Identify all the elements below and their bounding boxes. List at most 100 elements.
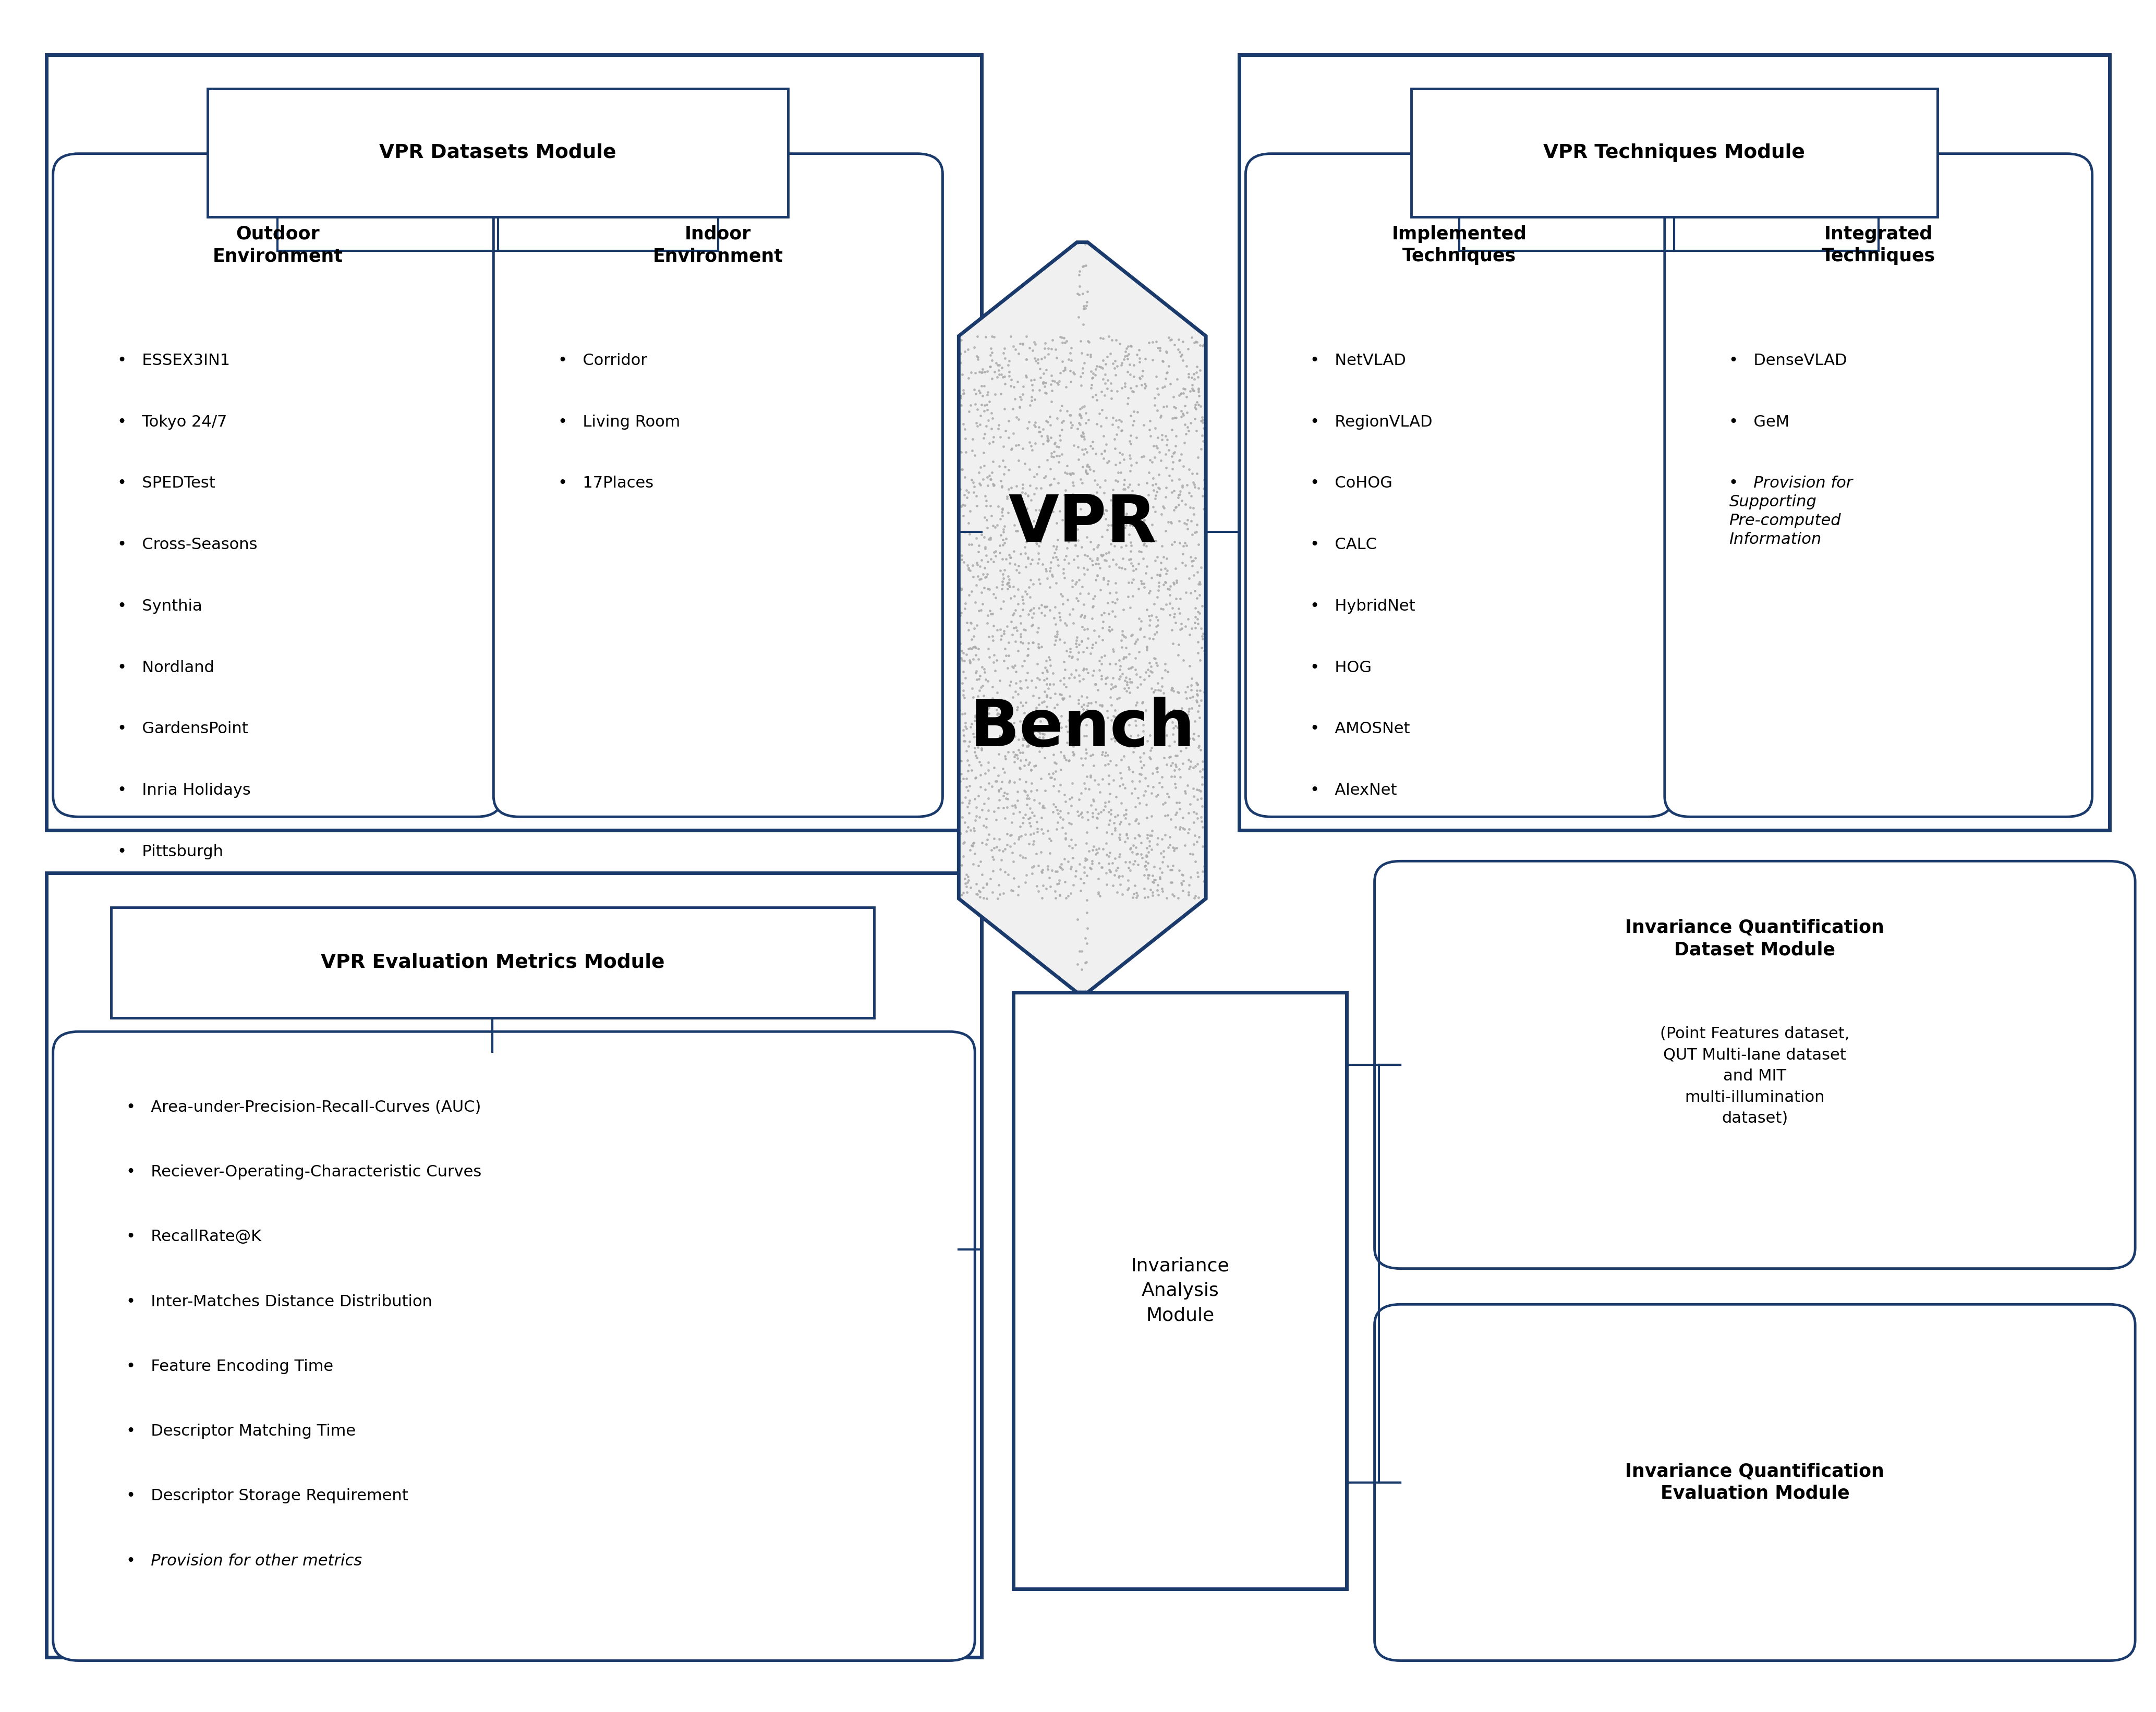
Point <box>1020 461 1054 488</box>
Point <box>1048 656 1082 683</box>
Point <box>1138 613 1173 640</box>
Point <box>1059 633 1093 661</box>
Point <box>942 349 977 377</box>
Point <box>985 570 1020 597</box>
Point <box>1076 835 1110 863</box>
Point <box>1065 627 1100 654</box>
Point <box>975 842 1009 870</box>
Point <box>1022 418 1056 445</box>
Point <box>1054 334 1089 361</box>
Point <box>1136 861 1171 889</box>
Point <box>979 584 1013 611</box>
Point <box>996 738 1031 765</box>
Point <box>966 382 1000 409</box>
Point <box>1128 346 1162 373</box>
Point <box>968 503 1003 531</box>
Point <box>968 358 1003 385</box>
Point <box>1141 676 1175 704</box>
Point <box>1039 750 1074 777</box>
Point <box>1018 753 1052 781</box>
Point <box>1102 863 1136 890</box>
Point <box>1031 657 1065 685</box>
Point <box>994 373 1028 401</box>
Point <box>1125 358 1160 385</box>
Point <box>977 798 1011 825</box>
Point <box>1076 847 1110 875</box>
Point <box>1093 370 1128 397</box>
Point <box>1009 577 1044 604</box>
Point <box>1166 452 1201 479</box>
Point <box>1123 608 1158 635</box>
Point <box>1158 423 1192 450</box>
Point <box>964 360 998 387</box>
Point <box>1080 839 1115 866</box>
Point <box>1037 712 1072 740</box>
Point <box>1046 685 1080 712</box>
Point <box>955 675 990 702</box>
Point <box>998 336 1033 363</box>
Point <box>981 825 1015 853</box>
Point <box>1119 628 1153 656</box>
Point <box>1018 594 1052 621</box>
Point <box>1134 745 1169 772</box>
Point <box>1095 597 1130 625</box>
Point <box>972 526 1007 553</box>
Point <box>996 709 1031 736</box>
Point <box>1156 678 1190 705</box>
Point <box>1078 382 1112 409</box>
Point <box>979 514 1013 541</box>
Point <box>946 829 981 856</box>
Point <box>1003 394 1037 421</box>
Point <box>1076 752 1110 779</box>
Point <box>1100 520 1134 548</box>
Point <box>1046 348 1080 375</box>
Point <box>1112 445 1147 473</box>
Point <box>1065 693 1100 721</box>
Point <box>1022 633 1056 661</box>
Point <box>1164 615 1199 642</box>
Point <box>1052 786 1087 813</box>
Point <box>1108 774 1143 801</box>
Point <box>970 784 1005 811</box>
Point <box>1031 484 1065 512</box>
Point <box>992 769 1026 796</box>
Point <box>1084 666 1119 693</box>
Point <box>1069 461 1104 488</box>
FancyBboxPatch shape <box>54 1032 975 1661</box>
Point <box>1177 594 1212 621</box>
Point <box>1108 847 1143 875</box>
Point <box>985 363 1020 390</box>
Point <box>1149 423 1184 450</box>
Point <box>1110 654 1145 681</box>
Point <box>1061 801 1095 829</box>
Point <box>962 469 996 496</box>
Point <box>1156 882 1190 909</box>
Point <box>1160 714 1194 741</box>
Point <box>1003 621 1037 649</box>
Point <box>1076 849 1110 877</box>
Point <box>1093 726 1128 753</box>
Point <box>962 597 996 625</box>
Point <box>1158 695 1192 722</box>
Point <box>1151 698 1186 726</box>
Point <box>1026 505 1061 532</box>
Point <box>1115 669 1149 697</box>
Point <box>1091 589 1125 616</box>
Point <box>1121 502 1156 529</box>
Point <box>1063 580 1097 608</box>
Point <box>946 683 981 710</box>
Point <box>955 633 990 661</box>
Point <box>1024 733 1059 760</box>
Point <box>1046 741 1080 769</box>
Point <box>983 880 1018 907</box>
Point <box>1056 431 1091 459</box>
Point <box>1089 871 1123 899</box>
Point <box>1080 550 1115 577</box>
Point <box>990 526 1024 553</box>
Point <box>1188 861 1222 889</box>
Point <box>1171 336 1205 363</box>
Point <box>1115 332 1149 360</box>
Point <box>962 538 996 565</box>
Point <box>1141 425 1175 452</box>
Point <box>1050 452 1084 479</box>
